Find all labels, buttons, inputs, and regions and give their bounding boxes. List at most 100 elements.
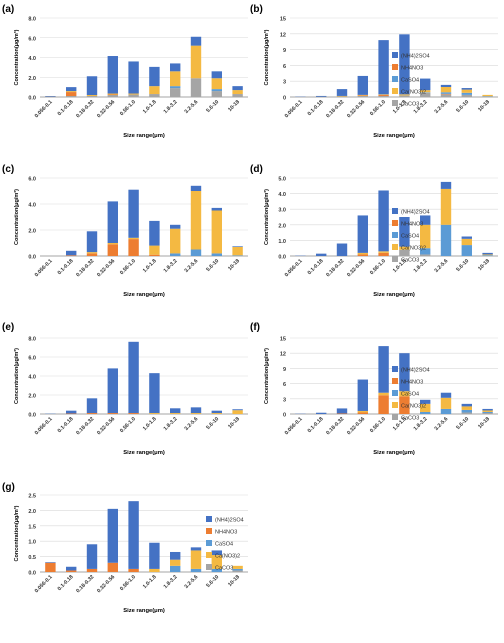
bar-nh4no3-1 bbox=[66, 92, 77, 97]
bar-nh42so4-1 bbox=[66, 566, 77, 571]
bar-cano32-5 bbox=[149, 245, 160, 255]
y-axis-label: Concentration(μg/m³) bbox=[13, 348, 20, 404]
legend-entry: CaCO3 bbox=[401, 416, 419, 422]
bar-nh42so4-5 bbox=[149, 542, 160, 569]
x-tick-label: 0.056-0.1 bbox=[34, 574, 54, 594]
y-axis-label: Concentration(μg/m³) bbox=[13, 189, 20, 245]
bar-cano32-7 bbox=[440, 86, 452, 93]
bar-nh42so4-2 bbox=[86, 76, 98, 96]
bar-caco3-9 bbox=[232, 94, 243, 97]
bar-nh4no3-4 bbox=[128, 239, 139, 256]
x-tick-label: 0.56-1.0 bbox=[119, 416, 137, 434]
bar-nh42so4-8 bbox=[461, 403, 472, 407]
legend-entry: NH4NO3 bbox=[401, 222, 423, 228]
bar-cano32-3 bbox=[357, 410, 368, 413]
bar-cano32-9 bbox=[232, 565, 243, 569]
legend-swatch bbox=[206, 528, 212, 534]
x-tick-label: 3.2-5.6 bbox=[184, 416, 200, 432]
bar-nh4no3-4 bbox=[378, 94, 389, 96]
legend-swatch bbox=[392, 414, 398, 420]
bar-nh42so4-8 bbox=[211, 550, 222, 556]
bar-nh42so4-5 bbox=[149, 373, 160, 414]
legend: (NH4)2SO4 NH4NO3 CaSO4 Ca(NO3)2 CaCO3 bbox=[206, 516, 244, 572]
bar-cano32-6 bbox=[420, 403, 431, 412]
x-tick-label: 0.056-0.1 bbox=[34, 416, 54, 436]
y-tick-label: 2.0 bbox=[28, 394, 36, 400]
bar-nh42so4-6 bbox=[420, 399, 431, 404]
bar-caco3-7 bbox=[190, 78, 202, 97]
bar-nh42so4-7 bbox=[440, 181, 452, 189]
y-tick-label: 2.0 bbox=[278, 223, 286, 229]
bar-nh42so4-1 bbox=[316, 95, 327, 97]
legend-swatch bbox=[392, 256, 398, 262]
y-tick-label: 2.0 bbox=[28, 229, 36, 235]
bar-nh42so4-8 bbox=[461, 236, 472, 239]
y-tick-label: 0.0 bbox=[28, 96, 36, 102]
legend-entry: (NH4)2SO4 bbox=[401, 368, 430, 374]
bar-cano32-8 bbox=[461, 89, 472, 93]
x-tick-label: 1.0-1.8 bbox=[142, 258, 158, 274]
y-tick-label: 6 bbox=[283, 64, 286, 70]
bar-cano32-6 bbox=[170, 228, 181, 254]
bar-nh42so4-1 bbox=[66, 410, 77, 414]
x-tick-label: 0.1-0.18 bbox=[57, 258, 75, 276]
bar-caso4-6 bbox=[420, 248, 431, 255]
bar-caco3-7 bbox=[440, 94, 452, 97]
x-tick-label: 0.56-1.0 bbox=[369, 258, 387, 276]
bar-nh4no3-5 bbox=[149, 254, 160, 256]
x-tick-label: 0.32-0.56 bbox=[96, 574, 116, 594]
bar-caco3-5 bbox=[399, 249, 410, 256]
bar-caco3-4 bbox=[378, 95, 389, 97]
bar-nh4no3-4 bbox=[128, 568, 139, 572]
y-tick-label: 2.0 bbox=[28, 76, 36, 82]
x-tick-label: 10-18 bbox=[477, 99, 491, 113]
y-tick-label: 4.0 bbox=[278, 192, 286, 198]
bar-nh4no3-3 bbox=[357, 254, 368, 256]
x-tick-label: 0.18-0.32 bbox=[325, 99, 345, 119]
x-axis-label: Size range(μm) bbox=[123, 292, 165, 298]
bar-cano32-8 bbox=[211, 210, 222, 254]
panel-label: (e) bbox=[2, 322, 14, 333]
bar-nh4no3-3 bbox=[107, 562, 118, 572]
bar-caso4-6 bbox=[420, 92, 431, 93]
bar-nh42so4-3 bbox=[107, 368, 118, 414]
bar-cano32-3 bbox=[107, 93, 118, 95]
bar-cano32-8 bbox=[211, 413, 222, 414]
bar-nh4no3-2 bbox=[86, 413, 98, 414]
x-tick-label: 1.0-1.8 bbox=[142, 574, 158, 590]
panel-label: (c) bbox=[2, 164, 14, 175]
bar-nh42so4-4 bbox=[128, 61, 139, 94]
bar-cano32-4 bbox=[128, 237, 139, 240]
bar-cano32-9 bbox=[232, 246, 243, 256]
bar-nh42so4-2 bbox=[86, 231, 98, 253]
x-tick-label: 0.56-1.0 bbox=[369, 416, 387, 434]
bar-cano32-2 bbox=[86, 252, 98, 254]
bar-cano32-4 bbox=[378, 251, 389, 253]
bar-nh42so4-8 bbox=[211, 71, 222, 79]
bar-nh42so4-2 bbox=[86, 398, 98, 414]
bar-nh42so4-9 bbox=[232, 86, 243, 91]
bar-nh4no3-0 bbox=[45, 562, 56, 572]
legend-swatch bbox=[392, 100, 398, 106]
x-tick-label: 0.32-0.56 bbox=[96, 99, 116, 119]
bar-cano32-6 bbox=[170, 559, 181, 566]
legend-entry: (NH4)2SO4 bbox=[401, 210, 430, 216]
bar-nh42so4-1 bbox=[66, 87, 77, 92]
x-tick-label: 5.6-10 bbox=[455, 99, 470, 114]
bar-cano32-8 bbox=[211, 555, 222, 569]
y-tick-label: 0.0 bbox=[28, 255, 36, 261]
bar-cano32-4 bbox=[128, 93, 139, 95]
y-tick-label: 6.0 bbox=[28, 177, 36, 183]
bar-cano32-8 bbox=[461, 238, 472, 246]
x-tick-label: 10-18 bbox=[477, 416, 491, 430]
panel-label: (g) bbox=[2, 482, 15, 493]
y-tick-label: 0.0 bbox=[278, 255, 286, 261]
legend: (NH4)2SO4 NH4NO3 CaSO4 Ca(NO3)2 CaCO3 bbox=[392, 366, 430, 422]
bar-cano32-7 bbox=[190, 191, 202, 250]
x-tick-label: 0.1-0.18 bbox=[57, 574, 75, 592]
bar-caso4-8 bbox=[461, 245, 472, 256]
y-tick-label: 0.0 bbox=[28, 571, 36, 577]
bar-nh42so4-9 bbox=[482, 408, 493, 411]
bar-cano32-6 bbox=[420, 90, 431, 93]
bar-nh42so4-7 bbox=[190, 407, 202, 414]
